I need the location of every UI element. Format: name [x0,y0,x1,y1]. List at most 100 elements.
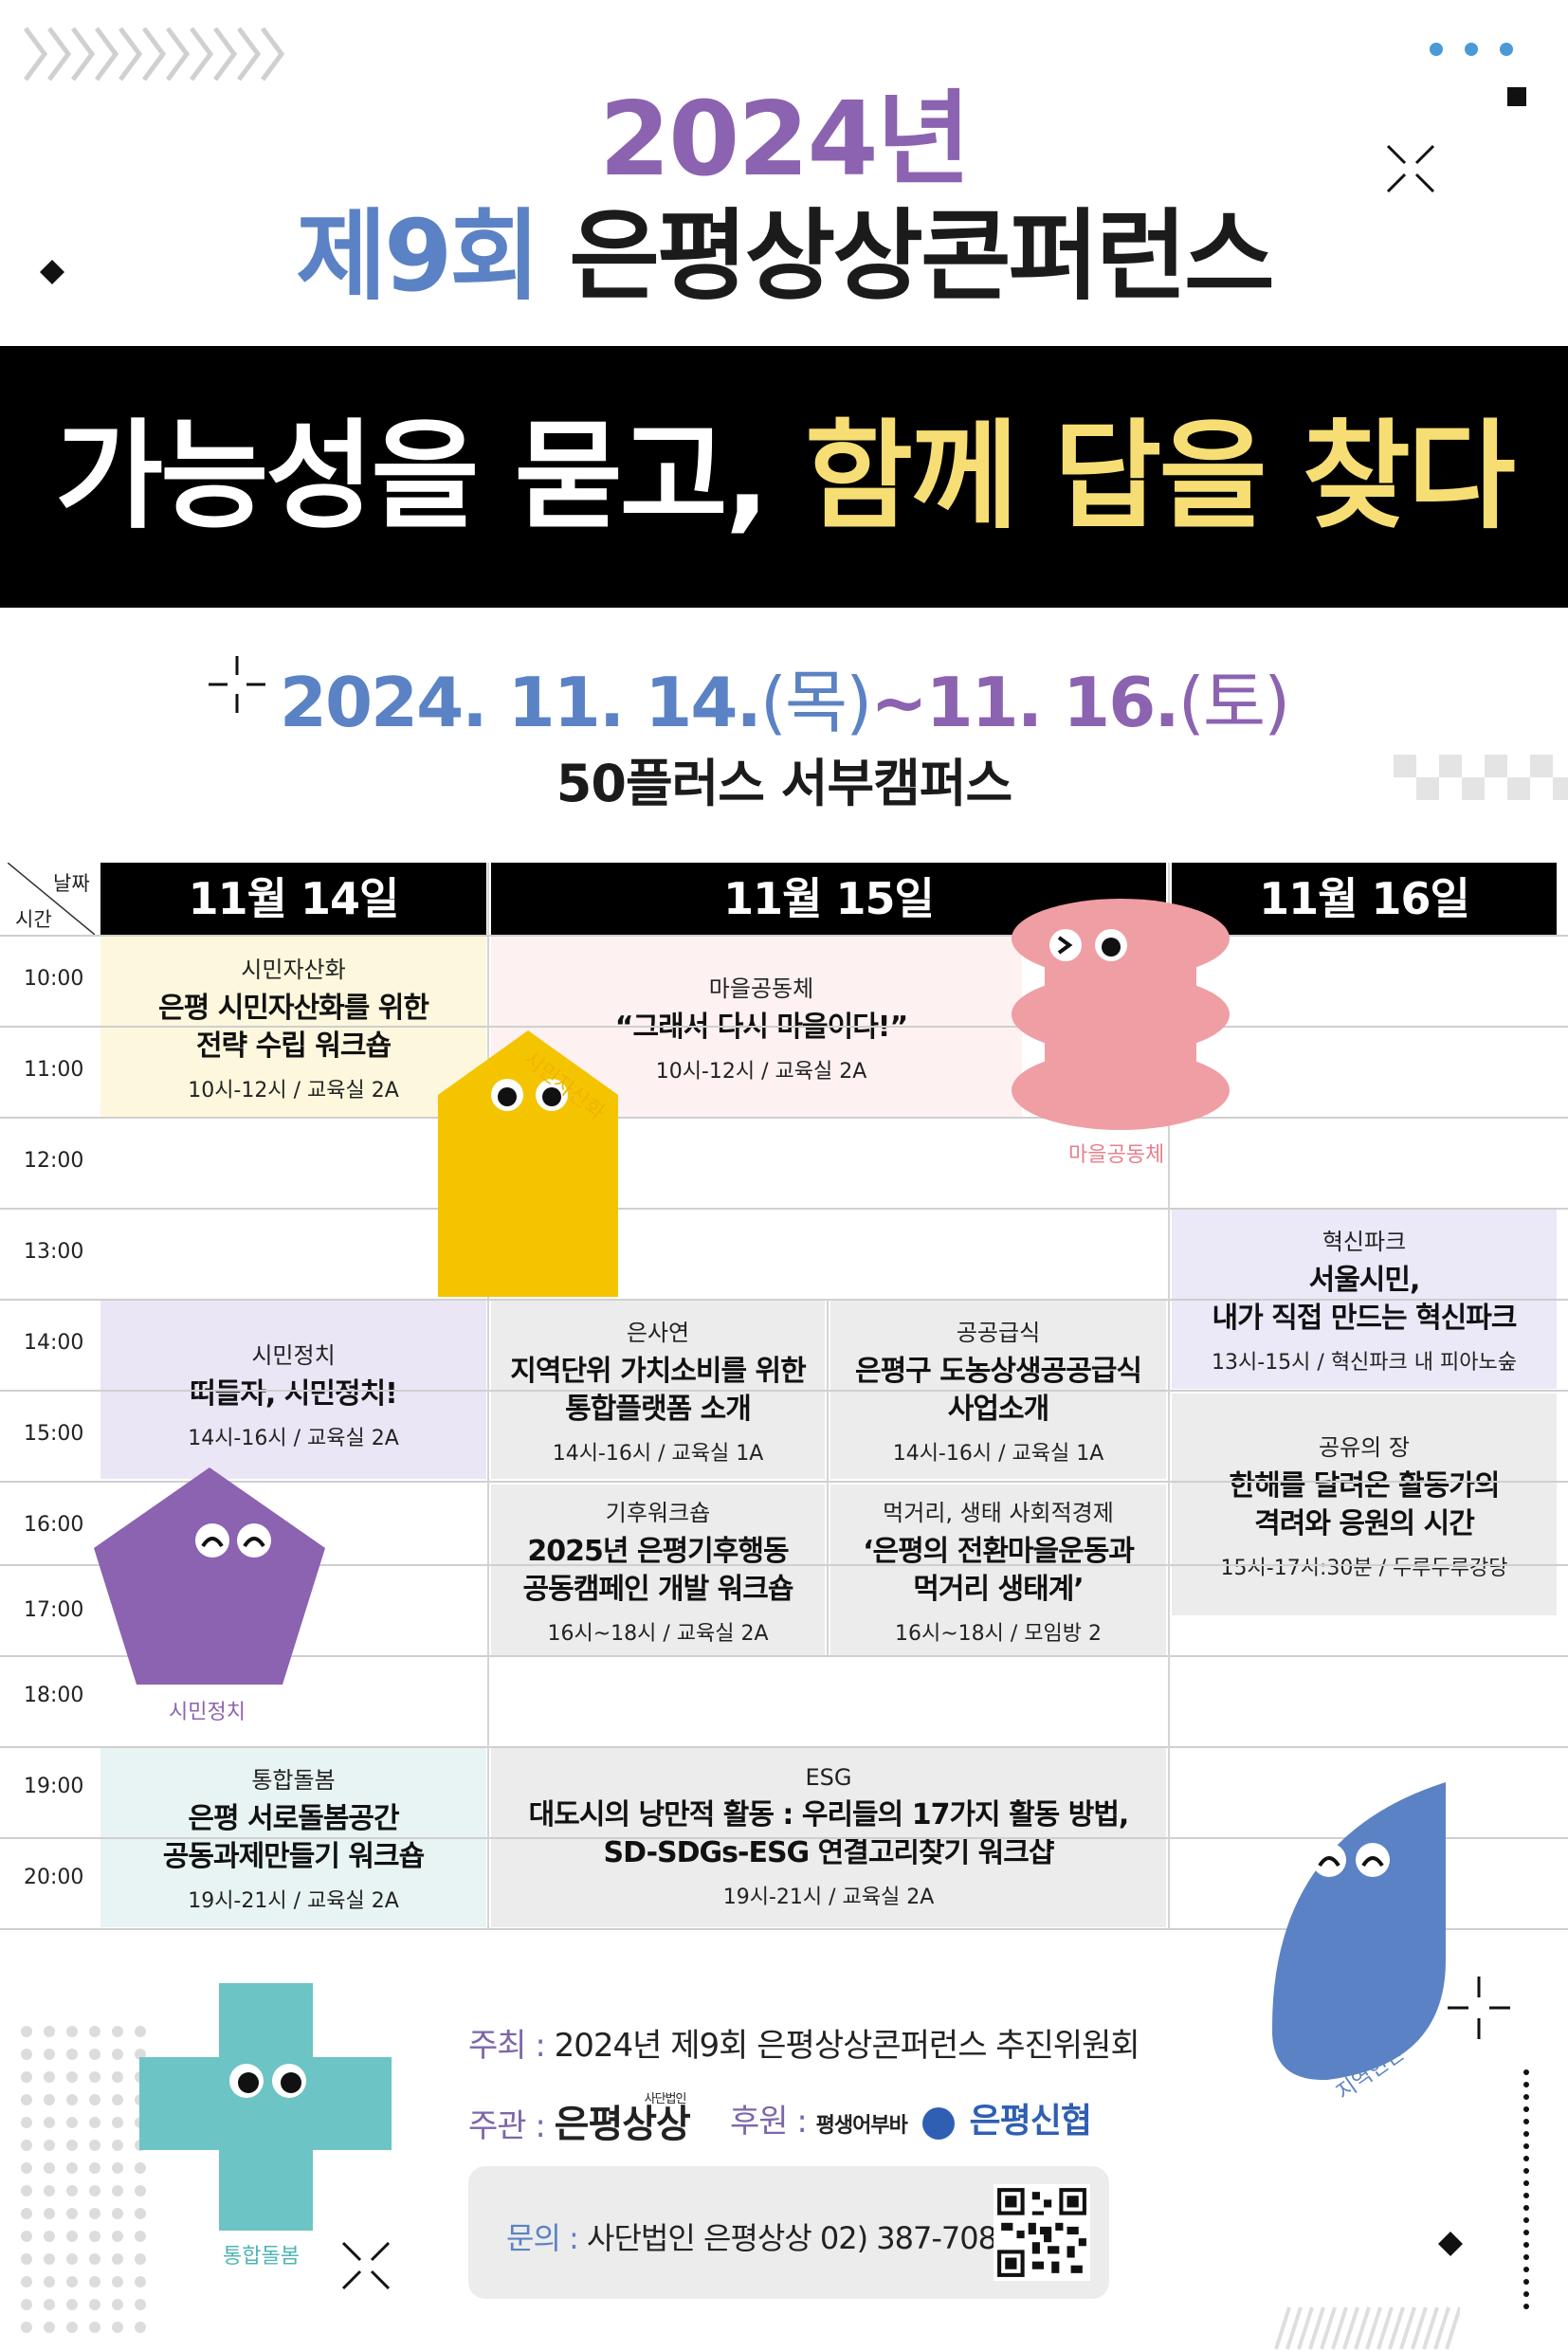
session-title: ‘은평의 전환마을운동과 [863,1534,1135,1568]
time-label: 18:00 [24,1684,84,1707]
square-decoration [1507,87,1526,106]
plus-sparkle-decoration [209,656,265,713]
session-title: 2025년 은평기후행동 [527,1534,789,1568]
session-title: 한해를 달려온 활동가의 [1229,1468,1501,1503]
session-meta: 19시-21시 / 교육실 2A [722,1886,935,1909]
grid-line [0,1928,1568,1930]
session-meta: 14시-16시 / 교육실 1A [552,1441,764,1466]
teal-cross-character [139,1983,392,2231]
session-category: 공유의 장 [1319,1433,1410,1461]
session-meta: 19시-21시 / 교육실 2A [188,1888,399,1913]
session-block: 공유의 장 한해를 달려온 활동가의 격려와 응원의 시간 15시-17시:30… [1172,1394,1557,1615]
time-label: 20:00 [24,1866,84,1889]
session-title: 은평 서로돌봄공간 [188,1801,399,1835]
grid-line [0,1655,1568,1657]
time-label: 16:00 [24,1513,84,1537]
session-title: 지역단위 가치소비를 위한 [510,1354,806,1388]
session-title: 격려와 응원의 시간 [1254,1506,1475,1540]
event-name: 은평상상콘퍼런스 [569,198,1274,314]
session-title: 대도시의 낭만적 활동 : 우리들의 17가지 활동 방법, [528,1798,1130,1832]
grid-line [0,1390,1568,1392]
stripes-decoration [1274,2306,1460,2350]
cross-decoration [1386,144,1435,193]
session-meta: 16시~18시 / 교육실 2A [547,1621,769,1646]
session-title: 통합플랫폼 소개 [565,1392,752,1426]
time-label: 14:00 [24,1331,84,1355]
diamond-decoration [40,260,64,284]
session-meta: 14시-16시 / 교육실 1A [892,1441,1104,1466]
session-title: 먹거리 생태계’ [913,1572,1084,1606]
session-meta: 15시-17시:30분 / 두루두루강당 [1220,1556,1508,1580]
blue-leaf-character [1271,1782,1446,2081]
session-title: 공동캠페인 개발 워크숍 [522,1572,794,1606]
grid-line [0,1208,1568,1210]
event-title: 제9회 은평상상콘퍼런스 [0,175,1568,319]
corner-date-label: 날짜 [53,872,90,895]
grid-line [0,935,1568,937]
session-category: 먹거리, 생태 사회적경제 [883,1499,1114,1526]
session-block: 기후워크숍 2025년 은평기후행동 공동캠페인 개발 워크숍 16시~18시 … [491,1485,825,1655]
time-label: 13:00 [24,1240,84,1264]
sponsor-label: 후원 : [730,2103,808,2141]
edition-label: 제9회 [296,198,540,314]
purple-pentagon-character [94,1467,325,1685]
inquiry-line: 문의 : 사단법인 은평상상 02) 387-7080 [506,2214,1015,2258]
time-label: 12:00 [24,1149,84,1173]
sponsor-2: 은평신협 [969,2102,1091,2141]
session-title: 은평 시민자산화를 위한 [158,991,429,1025]
session-title: 내가 직접 만드는 혁신파크 [1212,1301,1518,1335]
plus-sparkle-decoration [1448,1977,1510,2039]
credit-union-logo-icon [921,2106,955,2140]
session-meta: 10시-12시 / 교육실 2A [188,1078,399,1103]
session-meta: 14시-16시 / 교육실 2A [188,1427,399,1450]
day-header-3: 11월 16일 [1172,863,1557,935]
inquiry-text: 사단법인 은평상상 02) 387-7080 [587,2220,1015,2256]
grid-column-line [1168,863,1170,1928]
organizer-label: 주관 : [468,2107,546,2145]
sponsor-1: 평생어부바 [815,2114,908,2138]
time-label: 11:00 [24,1058,84,1082]
grid-line [0,1746,1568,1748]
session-category: 시민정치 [251,1342,336,1369]
grid-column-line [827,1299,829,1655]
session-meta: 16시~18시 / 모임방 2 [894,1621,1102,1646]
venue: 50플러스 서부캠퍼스 [556,754,1012,813]
table-corner: 날짜 시간 [8,863,95,935]
date-separator: ~ [870,663,927,742]
session-title: 서울시민, [1308,1263,1421,1297]
character-name-teal: 통합돌봄 [223,2245,300,2269]
host-label: 주최 : [468,2027,546,2065]
end-date: 11. 16. [925,663,1180,742]
qr-code[interactable] [994,2184,1090,2281]
organizer-small: 사단법인 [644,2092,687,2106]
session-category: 시민자산화 [241,956,346,983]
inquiry-label: 문의 : [506,2220,579,2256]
grid-line [0,1481,1568,1483]
time-label: 15:00 [24,1422,84,1446]
three-dots-decoration [1430,43,1513,56]
organizer-logo: 사단법인 은평상상 [555,2092,691,2146]
host-name: 2024년 제9회 은평상상콘퍼런스 추진위원회 [554,2027,1140,2065]
grid-line [0,1299,1568,1301]
session-block: 먹거리, 생태 사회적경제 ‘은평의 전환마을운동과 먹거리 생태계’ 16시~… [830,1485,1166,1655]
time-label: 10:00 [24,967,84,991]
session-category: 마을공동체 [708,975,814,1002]
grid-line [0,1564,1568,1566]
session-title: SD-SDGs-ESG 연결고리찾기 워크샵 [603,1836,1055,1869]
organizer-line: 주관 : 사단법인 은평상상 [468,2092,691,2148]
session-category: 공공급식 [956,1319,1041,1346]
grid-line [0,1026,1568,1028]
event-dates: 2024. 11. 14.(목)~11. 16.(토) [0,647,1568,746]
cross-decoration [341,2241,391,2290]
diamond-decoration [1438,2232,1463,2256]
host-line: 주최 : 2024년 제9회 은평상상콘퍼런스 추진위원회 [468,2019,1140,2066]
session-title: 사업소개 [947,1392,1049,1426]
session-category: 통합돌봄 [251,1766,336,1794]
day-header-1: 11월 14일 [100,863,486,935]
session-meta: 13시-15시 / 혁신파크 내 피아노숲 [1212,1350,1517,1375]
start-date: 2024. 11. 14. [279,663,762,742]
pink-blob-character [1012,899,1230,1130]
checker-decoration [1394,755,1568,800]
grid-line [0,1117,1568,1119]
session-title: 떠들자, 시민정치! [190,1377,398,1411]
